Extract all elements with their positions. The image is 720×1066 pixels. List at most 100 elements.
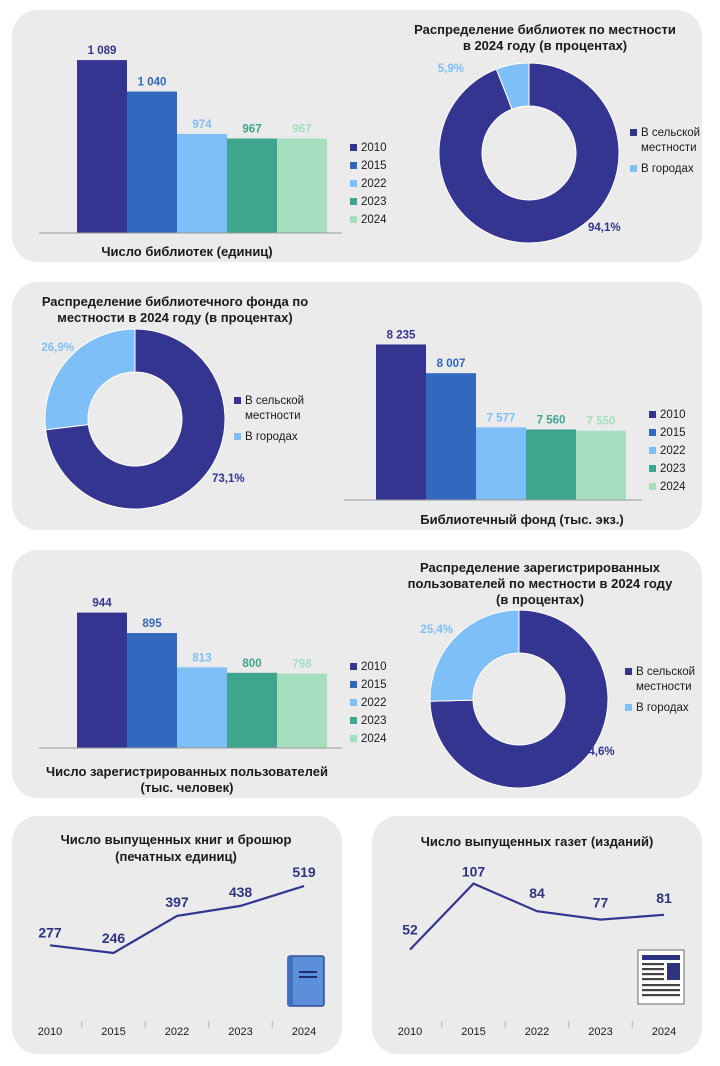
legend-label-2022: 2022 xyxy=(660,445,686,457)
bar-2023 xyxy=(526,429,576,500)
value-label-2015: 8 007 xyxy=(437,358,466,370)
x-tick-2010: 2010 xyxy=(38,1026,62,1038)
book-icon xyxy=(287,955,325,1007)
x-tick-2023: 2023 xyxy=(588,1026,612,1038)
legend-label-2023: 2023 xyxy=(660,463,686,475)
line-books: Число выпущенных книг и брошюр (печатных … xyxy=(38,832,325,1038)
legend-swatch-2010 xyxy=(649,411,656,418)
x-tick-2024: 2024 xyxy=(292,1026,316,1038)
chart-title-line: Распределение библиотечного фонда по xyxy=(42,294,308,309)
value-label-2010: 8 235 xyxy=(387,329,416,341)
legend-swatch-2015 xyxy=(350,681,357,688)
legend-label-2022: 2022 xyxy=(361,178,387,190)
chart-title-line: Число выпущенных книг и брошюр xyxy=(61,832,292,847)
x-tick-2015: 2015 xyxy=(101,1026,125,1038)
legend-swatch-rural xyxy=(630,129,637,136)
legend-swatch-2022 xyxy=(350,180,357,187)
value-label-2022: 813 xyxy=(192,652,211,664)
chart-library-fund: 8 235 8 007 7 577 7 560 7 550 2010 2015 2022 20… xyxy=(344,329,686,527)
bar-2023 xyxy=(227,138,277,233)
slice-urban xyxy=(44,328,136,431)
legend-swatch-2022 xyxy=(350,699,357,706)
legend-swatch-2024 xyxy=(649,483,656,490)
value-label-2023: 967 xyxy=(242,124,261,136)
x-tick-2022: 2022 xyxy=(165,1026,189,1038)
chart-title-line: пользователей по местности в 2024 году xyxy=(408,576,673,591)
value-label-2023: 438 xyxy=(229,884,253,900)
value-label-2010: 52 xyxy=(402,922,418,938)
value-label-2015: 1 040 xyxy=(138,77,167,89)
value-label-2015: 895 xyxy=(142,618,162,630)
bar-2015 xyxy=(127,633,177,748)
legend-label-rural: В сельской xyxy=(245,395,304,407)
panel-users: 944 895 813 800 798 2010 2015 2022 2023 2024 Чис… xyxy=(12,550,702,798)
legend-swatch-rural xyxy=(625,668,632,675)
legend-swatch-urban xyxy=(625,704,632,711)
pct-label-urban: 25,4% xyxy=(420,624,453,636)
pct-label-urban: 5,9% xyxy=(438,63,464,75)
value-label-2024: 967 xyxy=(292,124,311,136)
legend-label-2024: 2024 xyxy=(361,733,387,745)
chart-libraries-count: 1 089 1 040 974 967 967 2010 2015 2022 2023 2024… xyxy=(39,45,387,259)
slice-rural xyxy=(429,609,609,789)
bar-2024 xyxy=(576,430,626,500)
legend-swatch-2015 xyxy=(649,429,656,436)
legend-label-2024: 2024 xyxy=(361,214,387,226)
x-tick-2010: 2010 xyxy=(398,1026,422,1038)
chart-title-line: в 2024 году (в процентах) xyxy=(463,38,627,53)
bar-2010 xyxy=(77,60,127,234)
value-label-2024: 7 550 xyxy=(587,416,616,428)
bar-2022 xyxy=(177,667,227,748)
legend-label-2015: 2015 xyxy=(361,679,387,691)
value-label-2015: 107 xyxy=(462,864,486,880)
legend-swatch-urban xyxy=(234,433,241,440)
legend-swatch-2023 xyxy=(350,717,357,724)
panel-books: Число выпущенных книг и брошюр (печатных … xyxy=(12,816,342,1054)
value-label-2022: 7 577 xyxy=(487,412,516,424)
value-label-2022: 84 xyxy=(529,885,545,901)
pct-label-rural: 73,1% xyxy=(212,473,245,485)
value-label-2010: 277 xyxy=(38,924,62,940)
bar-2010 xyxy=(77,612,127,748)
chart-users: 944 895 813 800 798 2010 2015 2022 2023 2024 Чис… xyxy=(39,598,387,795)
legend-label-rural: В сельской xyxy=(636,666,695,678)
legend-swatch-2022 xyxy=(649,447,656,454)
bar-2015 xyxy=(426,373,476,500)
bar-2024 xyxy=(277,138,327,233)
bar-2015 xyxy=(127,91,177,233)
x-tick-2024: 2024 xyxy=(652,1026,676,1038)
chart-title-line: Распределение зарегистрированных xyxy=(420,560,661,575)
panel-newspapers: Число выпущенных газет (изданий) 52 107 84… xyxy=(372,816,702,1054)
panel-library-fund: Распределение библиотечного фонда по мест… xyxy=(12,282,702,530)
legend-label-2024: 2024 xyxy=(660,481,686,493)
value-label-2024: 81 xyxy=(656,890,672,906)
chart-title-line: (печатных единиц) xyxy=(115,849,237,864)
legend-label-2022: 2022 xyxy=(361,697,387,709)
legend-swatch-2010 xyxy=(350,663,357,670)
bar-2023 xyxy=(227,672,277,748)
legend-swatch-urban xyxy=(630,165,637,172)
value-label-2010: 1 089 xyxy=(88,45,117,57)
pct-label-rural: 94,1% xyxy=(588,222,621,234)
chart-title-line: (в процентах) xyxy=(496,592,584,607)
legend-swatch-2023 xyxy=(350,198,357,205)
legend-label-2010: 2010 xyxy=(361,142,387,154)
value-label-2022: 974 xyxy=(192,119,212,131)
legend-label-2010: 2010 xyxy=(660,409,686,421)
chart-title-line: Число выпущенных газет (изданий) xyxy=(421,834,654,849)
legend-label-rural: местности xyxy=(641,142,697,154)
slice-rural xyxy=(45,328,226,510)
donut-library-fund: Распределение библиотечного фонда помест… xyxy=(41,294,308,510)
legend-swatch-rural xyxy=(234,397,241,404)
series-line xyxy=(49,884,305,955)
value-label-2022: 397 xyxy=(165,894,189,910)
donut-users: Распределение зарегистрированныхпользова… xyxy=(408,560,695,789)
chart-title: Библиотечный фонд (тыс. экз.) xyxy=(420,512,624,527)
value-label-2015: 246 xyxy=(102,930,126,946)
x-tick-2023: 2023 xyxy=(228,1026,252,1038)
pct-label-rural: 74,6% xyxy=(582,746,615,758)
slice-rural xyxy=(438,62,620,244)
chart-title-line: Число зарегистрированных пользователей xyxy=(46,764,328,779)
line-newspapers: Число выпущенных газет (изданий) 52 107 84… xyxy=(398,834,685,1038)
